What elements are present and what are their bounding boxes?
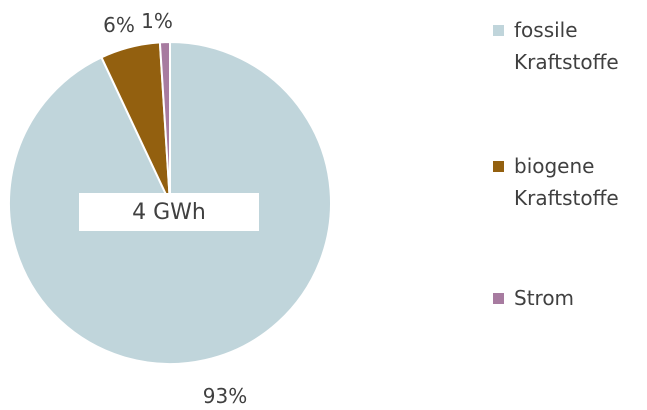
pie-labels: 93% 6% 1% bbox=[103, 9, 247, 408]
center-total-text: 4 GWh bbox=[132, 199, 206, 225]
legend-label-fossil: fossile Kraftstoffe bbox=[514, 18, 619, 74]
pie-label-biogene: 6% bbox=[103, 13, 135, 37]
legend-swatch-strom bbox=[493, 293, 504, 304]
pie-slice-strom bbox=[158, 40, 171, 204]
legend-item-fossil: fossile Kraftstoffe bbox=[493, 14, 639, 78]
pie-label-fossil: 93% bbox=[203, 384, 247, 408]
legend-item-biogene: biogene Kraftstoffe bbox=[493, 150, 639, 214]
legend-label-strom: Strom bbox=[514, 286, 575, 310]
legend-item-strom: Strom bbox=[493, 282, 639, 314]
pie-label-strom: 1% bbox=[141, 9, 173, 33]
legend-label-biogene: biogene Kraftstoffe bbox=[514, 154, 619, 210]
center-total-label: 4 GWh bbox=[79, 193, 259, 231]
legend-swatch-biogene bbox=[493, 161, 504, 172]
legend-swatch-fossil bbox=[493, 25, 504, 36]
